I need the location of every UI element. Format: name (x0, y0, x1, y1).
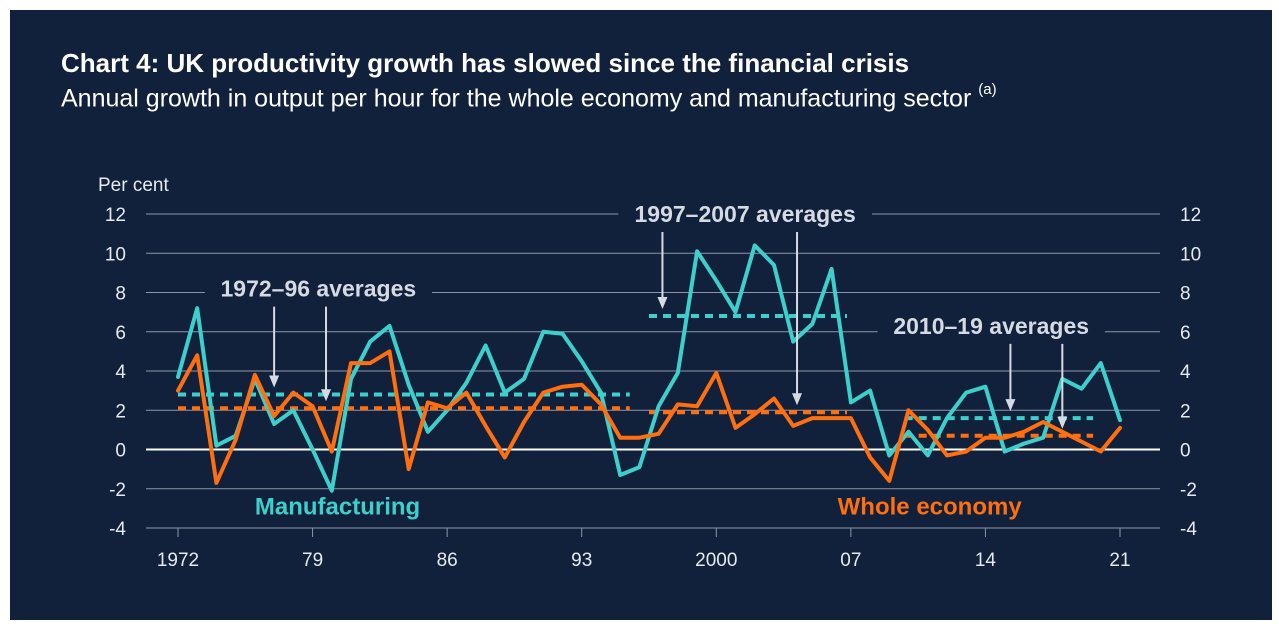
data-series (176, 243, 1122, 493)
annotation-arrow-head (321, 389, 332, 402)
annotation-arrow-head (657, 297, 668, 310)
y-tick-label-left: 0 (115, 441, 126, 462)
annotation-label: 2010–19 averages (893, 313, 1089, 339)
y-tick-label-right: 10 (1180, 244, 1201, 265)
y-tick-label-right: 8 (1180, 284, 1191, 305)
gridlines (146, 213, 1160, 537)
y-tick-label-right: 0 (1180, 441, 1191, 462)
annotation-backdrop (877, 311, 1105, 340)
annotation-arrow-head (1005, 399, 1016, 412)
y-tick-label-left: 12 (105, 205, 126, 226)
x-tick-label: 79 (302, 550, 323, 571)
subtitle-text: Annual growth in output per hour for the… (61, 84, 972, 113)
annotation-arrow-head (1057, 416, 1068, 429)
chart-title: Chart 4: UK productivity growth has slow… (61, 48, 910, 78)
y-tick-label-left: 10 (105, 244, 126, 265)
annotation-backdrop (618, 200, 872, 228)
y-tick-label-left: 6 (115, 323, 126, 344)
y-axis-title: Per cent (98, 175, 169, 196)
y-tick-label-right: -2 (1180, 480, 1197, 501)
x-tick-label: 14 (975, 550, 997, 571)
annotation-backdrop (204, 274, 432, 303)
annotation-label: 1972–96 averages (220, 276, 416, 302)
x-tick-label: 2000 (695, 550, 737, 571)
annotations: 1972–96 averages 1997–2007 averages 2010–1… (204, 200, 1105, 520)
axis-labels: -4 -4 -2 -2 0 0 2 2 4 4 6 6 8 8 10 10 12 12 Per cent 1972 79… (98, 175, 1201, 571)
y-tick-label-right: -4 (1180, 519, 1197, 540)
series-label: Manufacturing (255, 493, 420, 520)
annotation-arrow-head (269, 375, 280, 388)
x-tick-label: 1972 (157, 550, 199, 571)
y-tick-label-right: 12 (1180, 205, 1201, 226)
chart-subtitle: Annual growth in output per hour for the… (61, 81, 997, 113)
annotation-label: 1997–2007 averages (634, 201, 855, 227)
y-tick-label-left: -2 (109, 480, 126, 501)
subtitle-footnote-marker: (a) (978, 81, 997, 98)
y-tick-label-right: 6 (1180, 323, 1191, 344)
y-tick-label-right: 2 (1180, 401, 1191, 422)
y-tick-label-left: 4 (115, 362, 126, 383)
x-tick-label: 07 (840, 550, 861, 571)
series-line (176, 349, 1122, 485)
y-tick-label-left: -4 (109, 519, 126, 540)
annotation-arrow-head (792, 393, 803, 406)
x-tick-label: 86 (437, 550, 458, 571)
y-tick-label-left: 8 (115, 284, 126, 305)
y-tick-label-left: 2 (115, 401, 126, 422)
x-tick-label: 93 (571, 550, 592, 571)
y-tick-label-right: 4 (1180, 362, 1191, 383)
x-tick-label: 21 (1109, 550, 1130, 571)
series-label: Whole economy (838, 493, 1023, 520)
